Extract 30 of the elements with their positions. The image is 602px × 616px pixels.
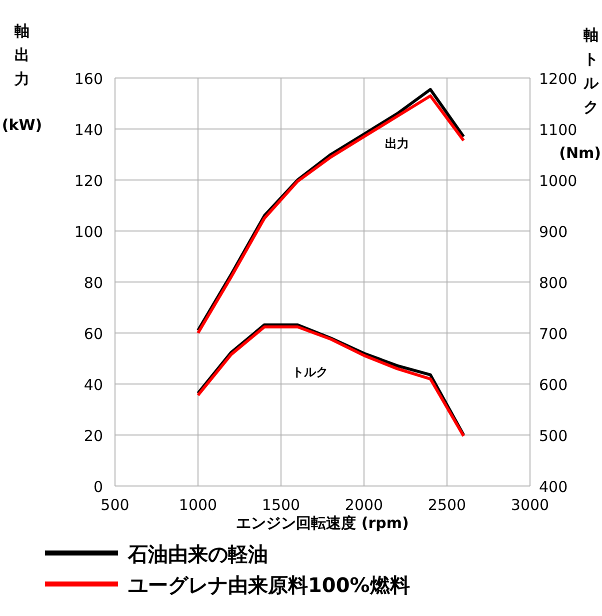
annotation: 出力	[385, 136, 410, 150]
annotation: トルク	[292, 364, 328, 379]
x-axis-title: エンジン回転速度 (rpm)	[236, 514, 409, 532]
legend-label: 石油由来の軽油	[127, 542, 268, 566]
x-tick-label: 3000	[510, 496, 550, 514]
y-tick-label: 0	[93, 478, 103, 496]
x-tick-label: 1500	[262, 496, 300, 514]
y-tick-label: 20	[84, 427, 103, 445]
x-tick-label: 500	[100, 496, 130, 514]
y-tick-label: 80	[84, 274, 103, 292]
y2-tick-label: 600	[539, 376, 568, 394]
y-tick-label: 140	[74, 121, 103, 139]
axis-title: 軸出力(kW)	[2, 22, 42, 134]
y2-tick-label: 400	[539, 478, 568, 496]
y2-tick-label: 1000	[539, 172, 578, 190]
y-tick-label: 60	[84, 325, 103, 343]
y2-tick-label: 800	[539, 274, 568, 292]
x-tick-label: 2500	[428, 496, 466, 514]
y-tick-label: 160	[74, 70, 103, 88]
x-tick-label: 2000	[344, 496, 384, 514]
y2-tick-label: 500	[539, 427, 568, 445]
legend-label: ユーグレナ由来原料100%燃料	[128, 573, 410, 597]
y2-tick-label: 900	[539, 223, 568, 241]
y-tick-label: 100	[74, 223, 103, 241]
y-tick-label: 120	[74, 172, 103, 190]
x-tick-label: 1000	[178, 496, 218, 514]
y2-tick-label: 700	[539, 325, 568, 343]
y2-tick-label: 1200	[539, 70, 578, 88]
y-tick-label: 40	[84, 376, 103, 394]
y2-tick-label: 1100	[539, 121, 578, 139]
